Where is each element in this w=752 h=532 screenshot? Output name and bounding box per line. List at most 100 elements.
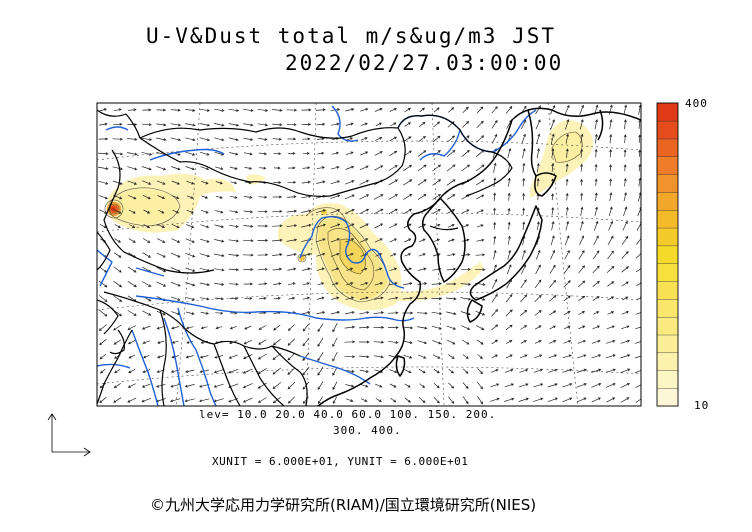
- wind-arrow: [287, 367, 296, 376]
- wind-arrow: [156, 180, 166, 185]
- wind-arrow: [622, 220, 628, 231]
- wind-arrow: [388, 296, 399, 300]
- wind-arrow: [580, 133, 584, 144]
- wind-arrow: [520, 119, 527, 130]
- wind-arrow: [373, 311, 385, 315]
- wind-arrow: [359, 355, 370, 359]
- wind-arrow: [112, 137, 123, 141]
- wind-arrow: [201, 195, 209, 199]
- wind-arrow: [507, 207, 511, 215]
- wind-arrow: [390, 397, 397, 403]
- wind-arrow: [519, 354, 528, 359]
- wind-arrow: [475, 179, 485, 186]
- wind-arrow: [316, 166, 325, 170]
- wind-arrow: [389, 383, 397, 388]
- wind-arrow: [229, 325, 237, 330]
- wind-arrow: [518, 383, 529, 388]
- wind-arrow: [143, 224, 151, 228]
- wind-arrow: [186, 209, 194, 214]
- wind-arrow: [345, 165, 355, 170]
- wind-arrow: [185, 326, 194, 330]
- colorbar-segment: [656, 191, 679, 211]
- wind-arrow: [476, 194, 485, 200]
- wind-arrow: [228, 354, 238, 359]
- wind-arrow: [493, 235, 497, 245]
- wind-arrow: [360, 282, 369, 286]
- wind-arrow: [112, 166, 123, 171]
- wind-arrow: [609, 133, 613, 144]
- wind-arrow: [578, 265, 585, 274]
- wind-arrow: [591, 354, 602, 359]
- wind-arrow: [634, 370, 641, 374]
- wind-arrow: [461, 253, 471, 257]
- wind-arrow: [127, 325, 137, 330]
- wind-arrow: [447, 339, 456, 345]
- wind-arrow: [562, 383, 573, 388]
- wind-arrow: [374, 165, 384, 171]
- lake-balkhash: [105, 126, 129, 131]
- wind-arrow: [591, 339, 601, 344]
- river-yenisei: [331, 105, 359, 142]
- colorbar-segment: [656, 227, 679, 247]
- wind-arrow: [286, 238, 298, 242]
- wind-arrow: [170, 383, 181, 388]
- wind-arrow: [272, 137, 282, 141]
- wind-arrow: [534, 294, 542, 302]
- river-brahmaputra: [135, 267, 165, 277]
- colorbar-segment: [656, 281, 679, 300]
- wind-arrow: [636, 281, 641, 287]
- wind-arrow: [302, 282, 310, 286]
- wind-arrow: [565, 163, 569, 172]
- river-indus: [97, 249, 113, 287]
- wind-arrow: [431, 325, 442, 330]
- wind-arrow: [551, 148, 555, 159]
- wind-arrow: [403, 354, 413, 359]
- wind-arrow: [580, 206, 584, 216]
- wind-arrow: [579, 220, 584, 231]
- wind-arrow: [403, 369, 412, 374]
- wind-arrow: [344, 311, 355, 315]
- wind-arrow: [156, 123, 167, 127]
- wind-arrow: [301, 223, 312, 228]
- wind-arrow: [418, 397, 426, 404]
- wind-arrow: [127, 397, 137, 403]
- wind-arrow: [592, 325, 601, 330]
- wind-arrow: [536, 148, 540, 159]
- wind-arrow: [346, 137, 354, 141]
- wind-arrow: [389, 150, 398, 157]
- river-tarim: [149, 148, 225, 161]
- wind-arrow: [317, 337, 324, 347]
- wind-arrow: [127, 166, 138, 171]
- wind-arrow: [113, 397, 122, 403]
- wind-arrow: [565, 133, 570, 144]
- wind-arrow: [172, 195, 180, 199]
- wind-arrow: [200, 180, 209, 185]
- wind-arrow: [198, 398, 210, 403]
- wind-arrow: [550, 119, 555, 130]
- wind-arrow: [200, 297, 210, 301]
- wind-arrow: [257, 253, 269, 257]
- wind-arrow: [257, 210, 268, 214]
- wind-arrow: [344, 194, 355, 200]
- wind-arrow: [257, 108, 269, 112]
- wind-arrow: [621, 235, 629, 245]
- wind-arrow: [607, 296, 615, 301]
- wind-arrow: [129, 224, 136, 228]
- wind-arrow: [199, 253, 211, 258]
- wind-arrow: [563, 325, 571, 330]
- wind-arrow: [331, 267, 340, 271]
- river-yellow: [299, 215, 405, 289]
- wind-arrow: [605, 382, 616, 388]
- wind-arrow: [577, 280, 586, 288]
- wind-arrow: [418, 223, 427, 229]
- wind-arrow: [375, 253, 383, 257]
- wind-arrow: [214, 224, 225, 229]
- coast-taiwan: [395, 355, 406, 377]
- wind-arrow: [259, 166, 267, 170]
- wind-arrow: [432, 179, 442, 186]
- wind-arrow: [361, 267, 368, 271]
- wind-arrow: [504, 397, 515, 402]
- wind-arrow: [213, 369, 224, 374]
- wind-arrow: [230, 181, 238, 185]
- wind-arrow: [242, 383, 253, 389]
